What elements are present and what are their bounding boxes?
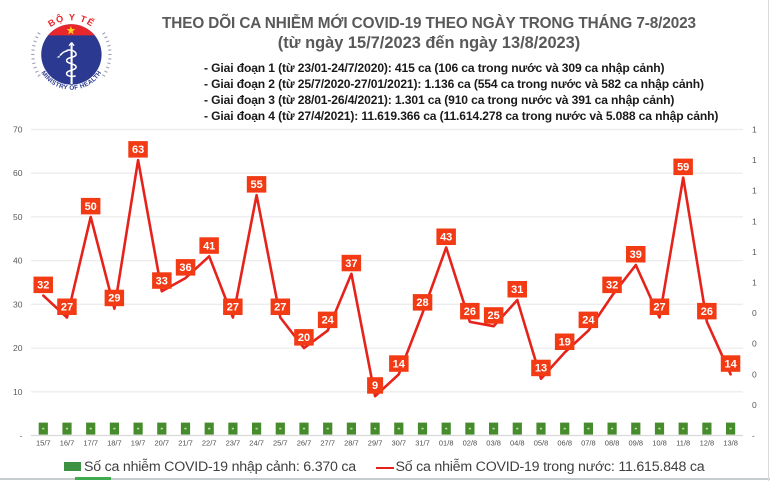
svg-text:1: 1 — [752, 278, 757, 288]
svg-text:27: 27 — [653, 302, 665, 314]
svg-text:03/8: 03/8 — [486, 439, 501, 448]
svg-text:27: 27 — [61, 302, 73, 314]
svg-text:02/8: 02/8 — [463, 439, 478, 448]
svg-text:1: 1 — [752, 216, 757, 226]
svg-text:1: 1 — [752, 186, 757, 196]
svg-text:0: 0 — [752, 400, 757, 410]
svg-text:63: 63 — [132, 144, 144, 156]
svg-text:70: 70 — [13, 125, 23, 135]
svg-text:11/8: 11/8 — [676, 439, 690, 448]
svg-text:39: 39 — [630, 249, 642, 261]
svg-text:19/7: 19/7 — [131, 439, 146, 448]
svg-text:31: 31 — [511, 284, 523, 296]
svg-text:1: 1 — [752, 155, 757, 165]
svg-text:40: 40 — [13, 256, 23, 266]
svg-text:28: 28 — [416, 297, 428, 309]
svg-text:12/8: 12/8 — [700, 439, 715, 448]
svg-text:24: 24 — [582, 315, 595, 327]
svg-text:32: 32 — [37, 280, 49, 292]
svg-text:0: 0 — [752, 369, 757, 379]
svg-text:08/8: 08/8 — [605, 439, 620, 448]
svg-text:29/7: 29/7 — [368, 439, 383, 448]
svg-text:10: 10 — [13, 387, 23, 397]
svg-text:59: 59 — [677, 162, 689, 174]
svg-text:37: 37 — [345, 258, 357, 270]
svg-text:17/7: 17/7 — [83, 439, 98, 448]
svg-text:31/7: 31/7 — [415, 439, 430, 448]
svg-text:55: 55 — [250, 179, 262, 191]
svg-text:20: 20 — [298, 332, 310, 344]
svg-text:20: 20 — [13, 343, 23, 353]
svg-text:24/7: 24/7 — [249, 439, 264, 448]
svg-text:04/8: 04/8 — [510, 439, 525, 448]
svg-text:22/7: 22/7 — [202, 439, 217, 448]
svg-text:24: 24 — [322, 315, 335, 327]
svg-text:0: 0 — [752, 339, 757, 349]
svg-text:26: 26 — [464, 306, 476, 318]
svg-text:50: 50 — [85, 201, 97, 213]
svg-text:07/8: 07/8 — [581, 439, 596, 448]
svg-text:1: 1 — [752, 247, 757, 257]
svg-text:28/7: 28/7 — [344, 439, 359, 448]
svg-text:26: 26 — [701, 306, 713, 318]
svg-text:14: 14 — [393, 358, 406, 370]
svg-text:30/7: 30/7 — [391, 439, 406, 448]
svg-text:09/8: 09/8 — [628, 439, 643, 448]
svg-text:27: 27 — [227, 302, 239, 314]
svg-text:41: 41 — [203, 240, 215, 252]
svg-text:36: 36 — [179, 262, 191, 274]
svg-text:43: 43 — [440, 232, 452, 244]
svg-text:9: 9 — [372, 380, 378, 392]
svg-text:13/8: 13/8 — [723, 439, 738, 448]
svg-text:01/8: 01/8 — [439, 439, 454, 448]
svg-text:-: - — [752, 431, 755, 441]
svg-text:50: 50 — [13, 212, 23, 222]
svg-text:16/7: 16/7 — [60, 439, 75, 448]
svg-text:-: - — [20, 431, 23, 441]
svg-text:60: 60 — [13, 168, 23, 178]
svg-text:25: 25 — [487, 310, 499, 322]
svg-text:10/8: 10/8 — [652, 439, 667, 448]
svg-text:05/8: 05/8 — [534, 439, 549, 448]
svg-text:15/7: 15/7 — [36, 439, 51, 448]
svg-text:18/7: 18/7 — [107, 439, 122, 448]
svg-text:25/7: 25/7 — [273, 439, 288, 448]
svg-text:06/8: 06/8 — [557, 439, 572, 448]
svg-text:13: 13 — [535, 363, 547, 375]
svg-text:0: 0 — [752, 308, 757, 318]
svg-text:14: 14 — [724, 358, 737, 370]
svg-text:20/7: 20/7 — [154, 439, 169, 448]
svg-text:27/7: 27/7 — [320, 439, 335, 448]
svg-text:19: 19 — [559, 337, 571, 349]
svg-text:32: 32 — [606, 280, 618, 292]
svg-text:1: 1 — [752, 125, 757, 135]
svg-text:29: 29 — [108, 293, 120, 305]
svg-text:33: 33 — [156, 275, 168, 287]
svg-text:30: 30 — [13, 299, 23, 309]
svg-text:23/7: 23/7 — [226, 439, 241, 448]
svg-text:21/7: 21/7 — [178, 439, 193, 448]
svg-text:27: 27 — [274, 302, 286, 314]
svg-text:26/7: 26/7 — [297, 439, 312, 448]
